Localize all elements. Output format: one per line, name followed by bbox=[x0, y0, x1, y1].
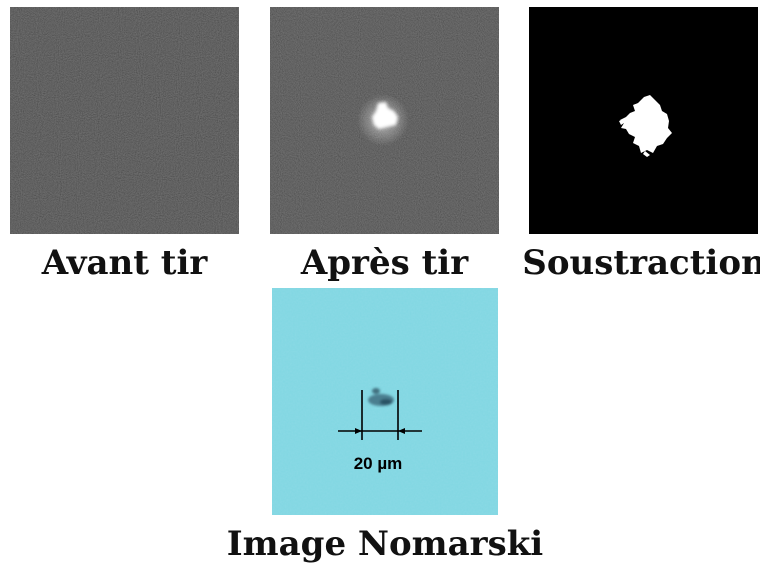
before-shot-image bbox=[10, 7, 239, 234]
caption-subtraction: Soustraction bbox=[522, 243, 760, 283]
subtraction-image bbox=[529, 7, 758, 234]
caption-after-shot: Après tir bbox=[300, 243, 469, 283]
caption-nomarski: Image Nomarski bbox=[226, 524, 544, 564]
after-shot-image bbox=[270, 7, 499, 234]
nomarski-image: 20 µm bbox=[272, 288, 498, 515]
particle bbox=[368, 388, 394, 406]
caption-before-shot: Avant tir bbox=[41, 243, 208, 283]
scale-bar bbox=[338, 390, 422, 440]
difference-blob bbox=[620, 95, 672, 153]
scale-bar-label: 20 µm bbox=[354, 454, 403, 473]
bright-spot bbox=[357, 94, 409, 146]
